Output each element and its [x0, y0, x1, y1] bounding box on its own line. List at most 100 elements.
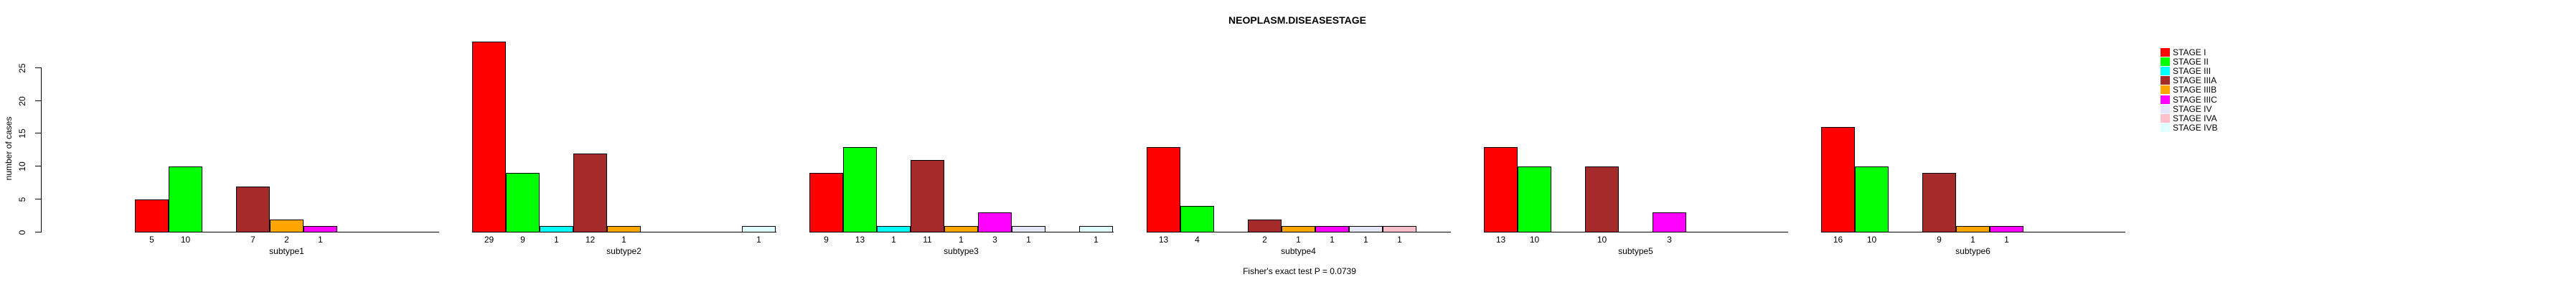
bar-value-label: 13 [1495, 235, 1506, 245]
bar [1282, 226, 1315, 232]
category-label: subtype6 [1955, 246, 1990, 256]
bar-value-label: 1 [1296, 235, 1301, 245]
y-tick-label: 15 [17, 128, 27, 138]
legend-row: STAGE IVB [2161, 123, 2217, 133]
bar [1585, 166, 1619, 232]
y-tick-label: 0 [17, 230, 27, 235]
bar [1855, 166, 1889, 232]
bar-value-label: 13 [1158, 235, 1169, 245]
y-tick-label: 10 [17, 161, 27, 171]
legend-row: STAGE IIIB [2161, 85, 2217, 95]
bar [1956, 226, 1990, 232]
bar [944, 226, 978, 232]
bar-value-label: 10 [1597, 235, 1607, 245]
legend-label: STAGE IIIA [2173, 75, 2217, 86]
chart-title: NEOPLASM.DISEASESTAGE [1228, 14, 1366, 26]
bar-value-label: 1 [1094, 235, 1099, 245]
bar-value-label: 1 [1330, 235, 1335, 245]
bar [1147, 147, 1180, 232]
legend-swatch [2161, 104, 2170, 113]
bar-value-label: 10 [1866, 235, 1877, 245]
bar [607, 226, 641, 232]
bar [1484, 147, 1518, 232]
bar [809, 173, 843, 232]
bar [472, 42, 506, 232]
legend-row: STAGE IIIA [2161, 76, 2217, 85]
legend-label: STAGE IVA [2173, 113, 2217, 123]
bar-value-label: 13 [855, 235, 865, 245]
legend-row: STAGE II [2161, 57, 2209, 66]
bar [135, 199, 169, 232]
legend-label: STAGE II [2173, 56, 2209, 67]
bar [1990, 226, 2023, 232]
legend-row: STAGE I [2161, 47, 2206, 57]
bar-value-label: 1 [318, 235, 323, 245]
legend-row: STAGE IVA [2161, 113, 2217, 123]
bar-value-label: 1 [621, 235, 626, 245]
bar-value-label: 16 [1833, 235, 1843, 245]
legend-swatch [2161, 113, 2170, 123]
bar [236, 187, 270, 232]
bar-value-label: 9 [1937, 235, 1942, 245]
bar [270, 220, 304, 232]
y-tick-label: 25 [17, 63, 27, 73]
bar [1315, 226, 1349, 232]
y-tick-label: 20 [17, 96, 27, 106]
bar-value-label: 10 [1529, 235, 1540, 245]
bar-value-label: 3 [992, 235, 997, 245]
bar-value-label: 10 [180, 235, 191, 245]
legend-label: STAGE IVB [2173, 123, 2218, 133]
legend-row: STAGE IV [2161, 104, 2211, 113]
bar-value-label: 1 [959, 235, 964, 245]
bar [540, 226, 573, 232]
y-tick-mark [35, 100, 42, 101]
bar-value-label: 9 [520, 235, 525, 245]
bar [1922, 173, 1956, 232]
fisher-test-annotation: Fisher's exact test P = 0.0739 [1243, 266, 1356, 276]
bar-value-label: 12 [585, 235, 596, 245]
bar [1248, 220, 1282, 232]
bar [1821, 127, 1855, 232]
bar-value-label: 2 [1262, 235, 1267, 245]
bar [742, 226, 776, 232]
category-label: subtype1 [269, 246, 304, 256]
bar [843, 147, 877, 232]
legend-swatch [2161, 66, 2170, 75]
bar [1518, 166, 1551, 232]
bar-value-label: 1 [891, 235, 896, 245]
bar-value-label: 1 [2004, 235, 2009, 245]
bar-value-label: 7 [250, 235, 255, 245]
bar-value-label: 4 [1195, 235, 1200, 245]
legend-label: STAGE III [2173, 65, 2211, 76]
y-axis-title: number of cases [4, 116, 14, 181]
bar-value-label: 3 [1667, 235, 1672, 245]
legend-label: STAGE IV [2173, 103, 2212, 114]
category-label: subtype5 [1618, 246, 1653, 256]
legend-label: STAGE I [2173, 47, 2206, 57]
legend-label: STAGE IIIB [2173, 85, 2217, 95]
bar-value-label: 11 [923, 235, 932, 245]
bar-value-label: 1 [554, 235, 559, 245]
bar-value-label: 1 [756, 235, 761, 245]
legend-swatch [2161, 76, 2170, 85]
bar-value-label: 5 [149, 235, 154, 245]
bar [1383, 226, 1416, 232]
bar-value-label: 1 [1363, 235, 1368, 245]
bar [1012, 226, 1045, 232]
y-axis-line [41, 68, 42, 232]
bar [169, 166, 202, 232]
bar-value-label: 1 [1026, 235, 1031, 245]
bar [978, 212, 1012, 232]
bar [506, 173, 540, 232]
bar [1653, 212, 1686, 232]
legend-row: STAGE IIIC [2161, 95, 2217, 104]
legend-swatch [2161, 57, 2170, 66]
category-label: subtype3 [944, 246, 979, 256]
bar [304, 226, 337, 232]
bar [911, 160, 944, 232]
bar [1079, 226, 1113, 232]
legend-swatch [2161, 47, 2170, 57]
y-tick-label: 5 [17, 197, 27, 202]
category-label: subtype2 [606, 246, 641, 256]
